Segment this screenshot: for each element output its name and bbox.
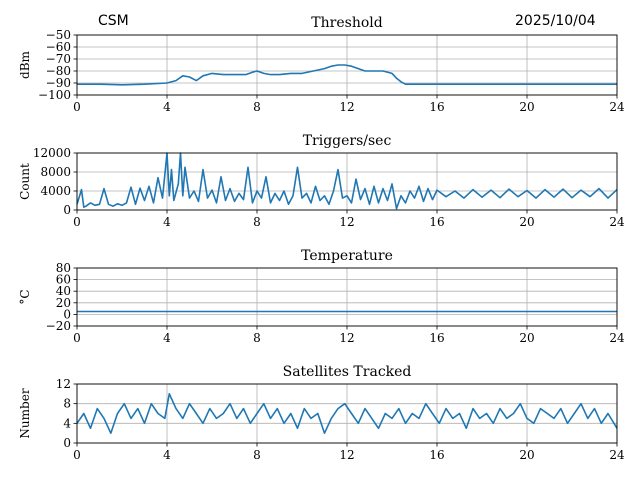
panel-title: Triggers/sec bbox=[303, 133, 392, 149]
y-tick-label: 0 bbox=[63, 203, 71, 217]
chart-header: CSM 2025/10/04 bbox=[0, 0, 640, 34]
x-tick-label: 8 bbox=[253, 448, 261, 462]
x-tick-label: 4 bbox=[163, 215, 171, 229]
y-tick-label: 4000 bbox=[40, 184, 71, 198]
y-axis-label: Count bbox=[18, 163, 32, 200]
y-tick-label: 8000 bbox=[40, 165, 71, 179]
x-tick-label: 8 bbox=[253, 331, 261, 345]
y-axis-label: dBm bbox=[18, 50, 32, 79]
panel-title: Satellites Tracked bbox=[283, 364, 412, 380]
y-tick-label: −100 bbox=[38, 88, 71, 102]
panel-4: 0 4 8 12 16 20 24 0 4 8 12 Satellites Tracked Number bbox=[18, 364, 625, 462]
series-line-threshold bbox=[77, 64, 617, 86]
y-tick-label: −50 bbox=[46, 28, 71, 42]
x-tick-label: 20 bbox=[519, 215, 534, 229]
panel-title: Threshold bbox=[311, 15, 382, 31]
x-tick-label: 16 bbox=[429, 215, 444, 229]
x-tick-label: 12 bbox=[339, 100, 354, 114]
series-line-triggers bbox=[76, 152, 618, 210]
panel-1: 0 4 8 12 16 20 24 −100−90−80−70−60−50 Threshold d… bbox=[18, 15, 625, 114]
y-tick-label: 8 bbox=[63, 397, 71, 411]
x-tick-label: 0 bbox=[73, 331, 81, 345]
x-tick-label: 12 bbox=[339, 215, 354, 229]
panel-2: 0 4 8 12 16 20 24 0 4000 8000 12000 Triggers/sec Cou… bbox=[18, 133, 625, 229]
y-tick-label: 4 bbox=[63, 416, 71, 430]
y-tick-label: −60 bbox=[46, 40, 71, 54]
x-tick-label: 24 bbox=[609, 100, 625, 114]
y-tick-label: 60 bbox=[56, 273, 71, 287]
y-tick-label: −20 bbox=[46, 319, 71, 333]
x-tick-label: 16 bbox=[429, 100, 444, 114]
x-tick-label: 0 bbox=[73, 448, 81, 462]
station-label: CSM bbox=[98, 13, 129, 29]
series-line-satellites bbox=[76, 393, 618, 434]
x-tick-label: 0 bbox=[73, 215, 81, 229]
x-tick-label: 12 bbox=[339, 331, 354, 345]
date-label: 2025/10/04 bbox=[515, 13, 596, 29]
x-tick-label: 8 bbox=[253, 100, 261, 114]
y-tick-label: −90 bbox=[46, 76, 71, 90]
y-tick-label: 40 bbox=[56, 284, 71, 298]
y-tick-label: 20 bbox=[56, 296, 71, 310]
y-axis-label: Number bbox=[18, 388, 32, 438]
y-tick-label: 80 bbox=[56, 261, 71, 275]
y-tick-label: 12 bbox=[56, 377, 71, 391]
y-tick-label: 0 bbox=[63, 307, 71, 321]
x-tick-label: 4 bbox=[163, 331, 171, 345]
x-tick-label: 24 bbox=[609, 448, 625, 462]
x-tick-label: 16 bbox=[429, 448, 444, 462]
x-tick-label: 4 bbox=[163, 448, 171, 462]
panel-title: Temperature bbox=[301, 248, 393, 264]
x-tick-label: 4 bbox=[163, 100, 171, 114]
y-axis-label: °C bbox=[18, 289, 32, 304]
x-tick-label: 8 bbox=[253, 215, 261, 229]
x-tick-label: 20 bbox=[519, 100, 534, 114]
y-tick-label: −80 bbox=[46, 64, 71, 78]
x-tick-label: 24 bbox=[609, 331, 625, 345]
x-tick-label: 20 bbox=[519, 331, 534, 345]
y-tick-label: 0 bbox=[63, 436, 71, 450]
y-tick-label: 12000 bbox=[33, 146, 71, 160]
x-tick-label: 24 bbox=[609, 215, 625, 229]
y-tick-label: −70 bbox=[46, 52, 71, 66]
x-tick-label: 20 bbox=[519, 448, 534, 462]
x-tick-label: 12 bbox=[339, 448, 354, 462]
x-tick-label: 0 bbox=[73, 100, 81, 114]
x-tick-label: 16 bbox=[429, 331, 444, 345]
